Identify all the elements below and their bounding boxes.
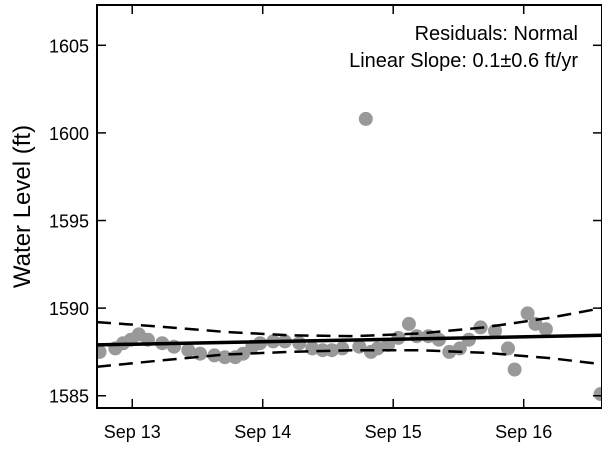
data-point [461, 332, 476, 347]
y-tick-label: 1585 [49, 387, 89, 407]
axes: 1585 1590 1595 1600 1605 Sep 13 Sep 14 Sep 15 Se… [49, 5, 602, 442]
data-point [305, 341, 320, 356]
y-tick-label: 1600 [49, 124, 89, 144]
data-point [324, 343, 339, 358]
data-point [401, 316, 416, 331]
x-tick-label: Sep 15 [365, 422, 422, 442]
linear-fit-line [97, 333, 602, 347]
plot-area [97, 111, 602, 401]
y-axis-label: Water Level (ft) [9, 125, 36, 288]
x-tick-label: Sep 14 [234, 422, 291, 442]
plot-frame [96, 4, 602, 409]
data-point [488, 323, 502, 338]
slope-annotation: Linear Slope: 0.1±0.6 ft/yr [349, 50, 578, 72]
x-tick-label: Sep 13 [104, 422, 161, 442]
y-tick-label: 1595 [49, 212, 89, 232]
data-point [538, 322, 553, 337]
y-tick-label: 1590 [49, 299, 89, 319]
data-point [593, 387, 602, 401]
y-tick-label: 1605 [49, 36, 89, 56]
data-point [507, 362, 522, 377]
data-point [181, 343, 196, 358]
data-point [292, 336, 307, 351]
data-point [520, 306, 535, 321]
data-point [501, 341, 515, 356]
data-point [97, 344, 107, 359]
data-point [335, 341, 350, 356]
data-point [381, 337, 395, 352]
data-point [358, 111, 373, 126]
residuals-annotation: Residuals: Normal [415, 23, 578, 45]
confidence-lower-line [97, 348, 602, 369]
x-tick-label: Sep 16 [495, 422, 552, 442]
data-point [193, 346, 208, 361]
